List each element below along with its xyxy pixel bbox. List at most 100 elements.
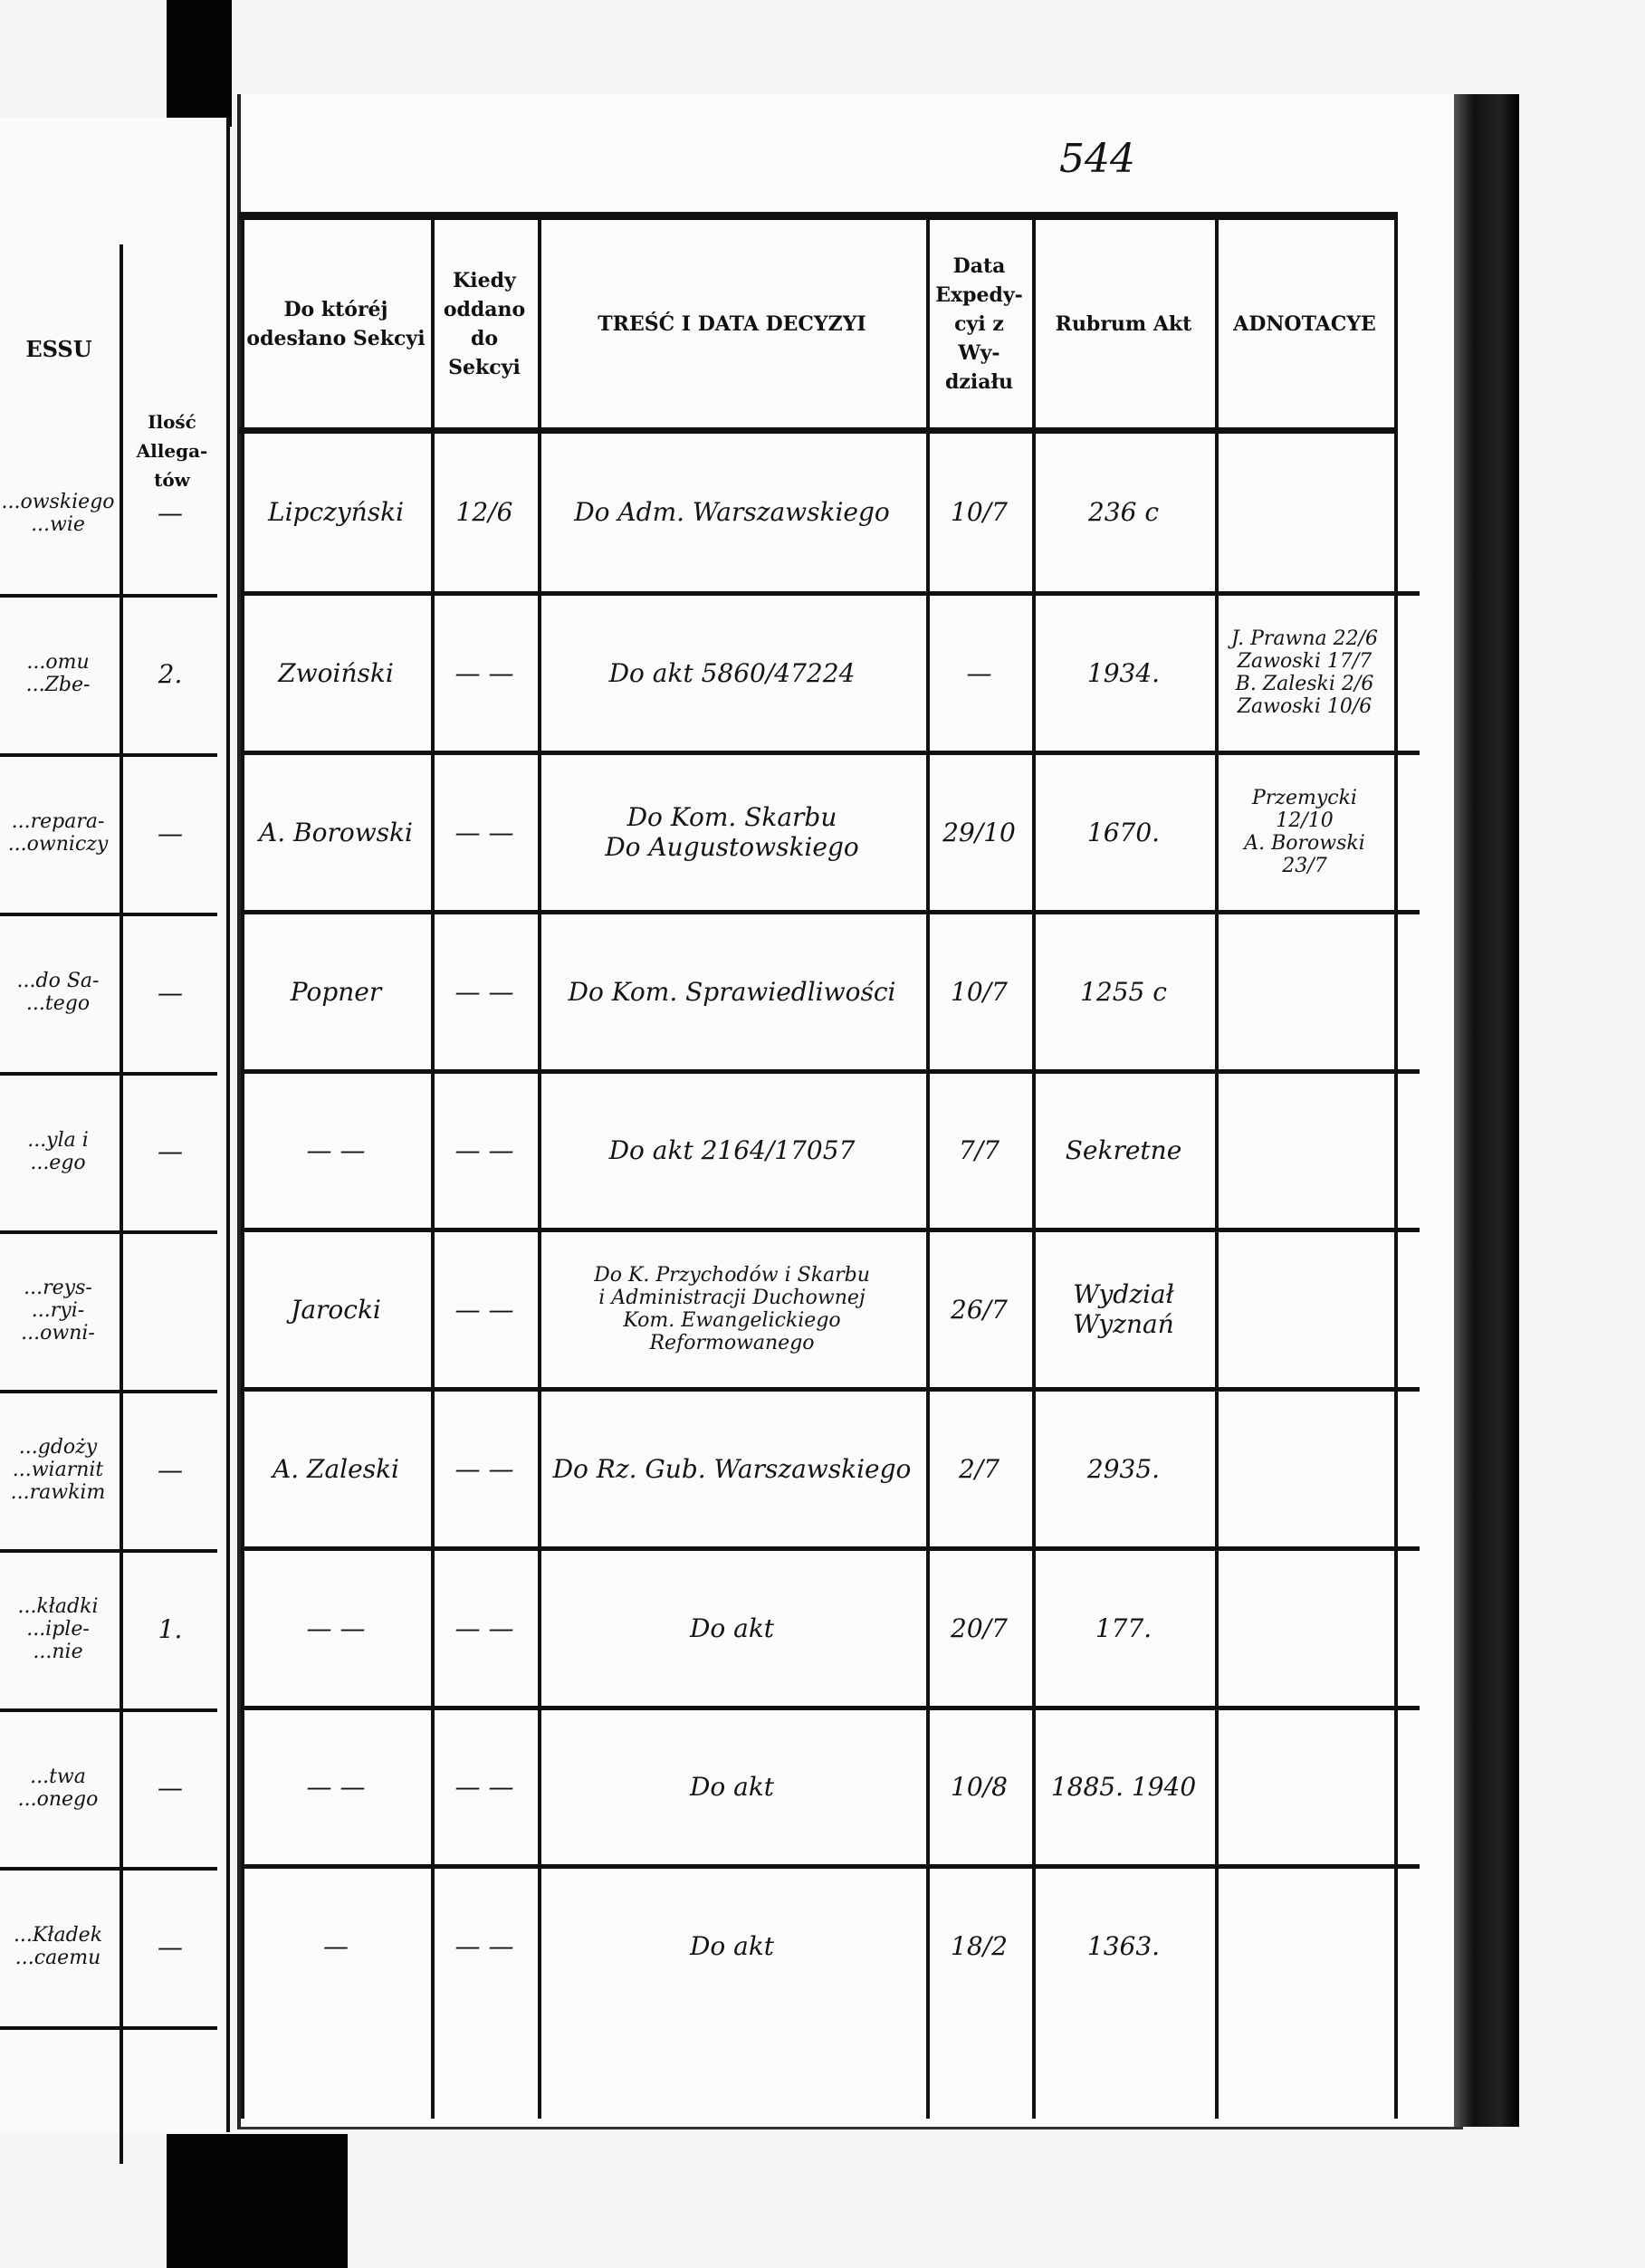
cell-adnotacye (1220, 436, 1389, 588)
row-divider (0, 1230, 217, 1234)
cell-rubrum: 177. (1095, 1612, 1152, 1643)
cell-tresc: Do akt (689, 1930, 775, 1961)
row-divider (243, 1228, 1420, 1232)
cell-tresc: Do Kom. Sprawiedliwości (568, 976, 896, 1007)
cell-tresc: Do Kom. Skarbu Do Augustowskiego (605, 802, 859, 862)
row-divider (0, 1549, 217, 1553)
row-divider (243, 1387, 1420, 1392)
book-edge (1454, 94, 1519, 2127)
cell-tresc: Do akt (689, 1612, 775, 1643)
left-entry-text: ...kładki ...iple- ...nie (17, 1594, 99, 1663)
cell-rubrum: Wydział Wyznań (1073, 1279, 1174, 1339)
allegata-count: — (158, 1931, 183, 1962)
cell-sekcja: Jarocki (291, 1294, 381, 1325)
left-entry-text: ...Kładek ...caemu (13, 1924, 103, 1969)
column-divider (1215, 215, 1219, 2119)
left-entry-text: ...reys- ...ryi- ...owni- (21, 1276, 95, 1345)
cell-kiedy: — — (454, 1930, 514, 1961)
cell-tresc: Do akt 5860/47224 (608, 657, 856, 688)
row-divider (0, 753, 217, 757)
column-divider (241, 215, 244, 2119)
cell-sekcja: Popner (290, 976, 382, 1007)
row-divider (0, 1867, 217, 1871)
row-divider (0, 1390, 217, 1393)
left-header-partial: ESSU (25, 336, 92, 362)
cell-kiedy: — — (454, 1772, 514, 1802)
column-header-rubrum: Rubrum Akt (1055, 311, 1192, 336)
column-header-tresc: TREŚĆ I DATA DECYZYI (598, 311, 866, 336)
left-entry-text: ...omu ...Zbe- (25, 651, 91, 696)
column-divider (120, 244, 123, 2164)
row-divider (243, 1864, 1420, 1869)
allegata-count: — (158, 1454, 183, 1485)
allegata-count: — (158, 818, 183, 848)
allegata-count: — (158, 1773, 183, 1803)
cell-rubrum: 1255 c (1080, 976, 1167, 1007)
column-divider (1394, 215, 1398, 2119)
cell-data: 20/7 (951, 1612, 1008, 1643)
cell-kiedy: — — (454, 1135, 514, 1165)
cell-adnotacye: J. Prawna 22/6 Zawoski 17/7 B. Zaleski 2… (1230, 627, 1379, 718)
column-header-adnotacye: ADNOTACYE (1233, 311, 1376, 336)
cell-tresc: Do Rz. Gub. Warszawskiego (552, 1453, 912, 1484)
row-divider (243, 591, 1420, 596)
cell-sekcja: — — (306, 1772, 366, 1802)
allegata-count: 1. (158, 1613, 183, 1644)
cell-tresc: Do akt 2164/17057 (608, 1135, 856, 1165)
column-divider (1032, 215, 1036, 2119)
cell-data: 10/8 (951, 1772, 1008, 1802)
row-divider (243, 1706, 1420, 1710)
cell-rubrum: Sekretne (1065, 1135, 1182, 1165)
cell-kiedy: — — (454, 817, 514, 847)
cell-data: 26/7 (951, 1294, 1008, 1325)
cell-sekcja: — — (306, 1135, 366, 1165)
row-divider (0, 594, 217, 598)
allegata-count: 2. (158, 658, 183, 689)
cell-kiedy: — — (454, 976, 514, 1007)
cell-data: 10/7 (951, 497, 1008, 527)
column-header-sekcja: Do któréj odesłano Sekcyi (246, 297, 426, 350)
left-entry-text: ...do Sa- ...tego (16, 970, 100, 1015)
cell-adnotacye (1220, 1554, 1389, 1702)
cell-rubrum: 1934. (1086, 657, 1161, 688)
cell-data: 7/7 (958, 1135, 1000, 1165)
cell-kiedy: 12/6 (455, 497, 513, 527)
cell-adnotacye (1220, 1871, 1389, 2020)
binding-gutter-bottom (167, 2134, 348, 2268)
cell-sekcja: — — (306, 1612, 366, 1643)
left-entry-text: ...yla i ...ego (27, 1128, 89, 1174)
column-header-kiedy: Kiedy oddano do Sekcyi (443, 268, 526, 379)
row-divider (243, 1069, 1420, 1074)
cell-kiedy: — — (454, 657, 514, 688)
allegata-count (123, 1234, 217, 1386)
cell-sekcja: A. Zaleski (273, 1453, 399, 1484)
row-divider (0, 1708, 217, 1712)
cell-data: 2/7 (958, 1453, 1000, 1484)
row-divider (0, 1072, 217, 1076)
cell-rubrum: 2935. (1086, 1453, 1161, 1484)
cell-sekcja: — (323, 1930, 349, 1961)
cell-tresc: Do K. Przychodów i Skarbu i Administracj… (594, 1264, 870, 1354)
cell-adnotacye (1220, 1077, 1389, 1224)
cell-sekcja: A. Borowski (259, 817, 413, 847)
page-number: 544 (1059, 136, 1135, 182)
cell-rubrum: 1670. (1086, 817, 1161, 847)
cell-kiedy: — — (454, 1294, 514, 1325)
cell-sekcja: Zwoiński (278, 657, 394, 688)
left-entry-text: ...gdoży ...wiarnit ...rawkim (10, 1435, 106, 1504)
allegata-count: — (158, 498, 183, 528)
header-bottom-rule (239, 427, 1398, 434)
cell-tresc: Do akt (689, 1772, 775, 1802)
cell-data: 29/10 (942, 817, 1016, 847)
cell-kiedy: — — (454, 1453, 514, 1484)
cell-rubrum: 1885. 1940 (1050, 1772, 1197, 1802)
column-divider (538, 215, 541, 2119)
cell-adnotacye (1220, 1394, 1389, 1543)
cell-rubrum: 236 c (1087, 497, 1160, 527)
cell-data: 10/7 (951, 976, 1008, 1007)
left-entry-text: ...owskiego ...wie (1, 490, 115, 536)
cell-adnotacye (1220, 1235, 1389, 1383)
cell-data: — (966, 657, 992, 688)
row-divider (243, 910, 1420, 914)
cell-adnotacye: Przemycki 12/10 A. Borowski 23/7 (1244, 787, 1365, 877)
